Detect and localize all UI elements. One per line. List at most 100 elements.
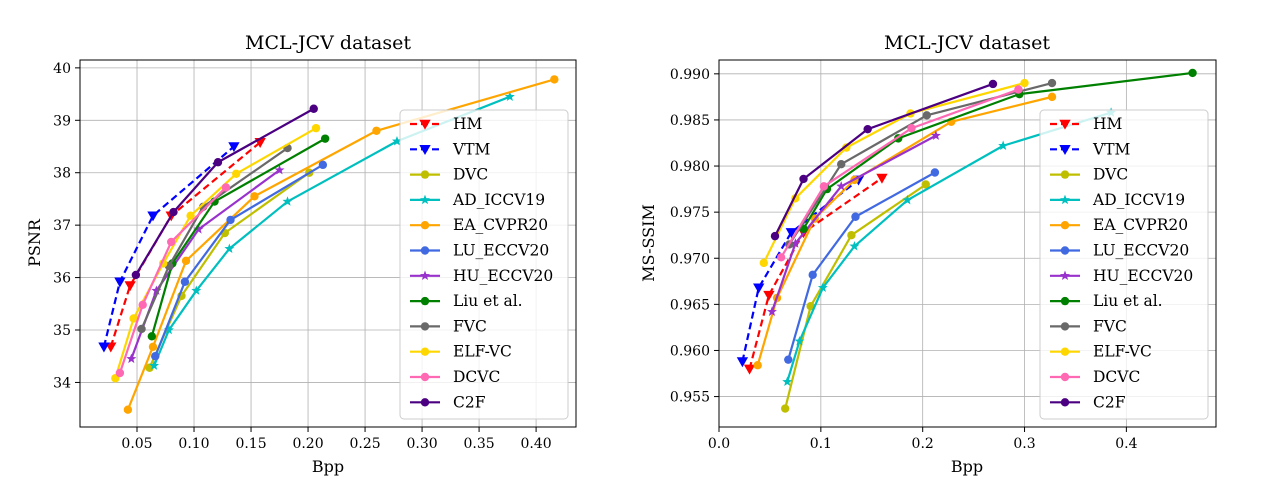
psnr-legend-label: VTM bbox=[452, 140, 491, 158]
msssim-legend-item-lu-eccv20: LU_ECCV20 bbox=[1050, 242, 1189, 260]
msssim-legend-marker bbox=[1060, 270, 1070, 281]
psnr-point-vtm bbox=[147, 211, 159, 222]
psnr-x-tick-label: 0.30 bbox=[406, 436, 437, 452]
psnr-point-ad-iccv19 bbox=[504, 91, 515, 101]
msssim-legend-item-c2f: C2F bbox=[1050, 393, 1126, 411]
msssim-point-hm bbox=[876, 173, 888, 184]
psnr-point-hu-eccv20 bbox=[126, 353, 137, 364]
psnr-legend-label: DCVC bbox=[453, 368, 500, 386]
psnr-x-tick-label: 0.25 bbox=[349, 436, 380, 452]
psnr-point-elf-vc bbox=[232, 169, 241, 178]
psnr-legend-marker bbox=[420, 372, 430, 382]
msssim-point-dvc bbox=[780, 404, 790, 413]
psnr-y-tick-label: 39 bbox=[53, 113, 71, 129]
psnr-point-fvc bbox=[137, 324, 146, 334]
msssim-point-ad-iccv19 bbox=[817, 282, 828, 293]
psnr-point-liu-et-al bbox=[147, 332, 157, 341]
msssim-x-tick-label: 0.1 bbox=[810, 436, 832, 452]
msssim-legend-label: DCVC bbox=[1093, 368, 1140, 386]
msssim-point-lu-eccv20 bbox=[851, 212, 860, 221]
msssim-x-tick-label: 0.0 bbox=[708, 436, 730, 452]
msssim-ticks: 0.0 0.1 0.2 0.3 0.4 0.955 0.960 0.965 0.970 0.975… bbox=[670, 67, 1138, 452]
psnr-point-dcvc bbox=[221, 183, 231, 192]
msssim-point-c2f bbox=[863, 124, 872, 134]
psnr-legend-label: DVC bbox=[453, 166, 488, 184]
msssim-point-lu-eccv20 bbox=[784, 355, 793, 364]
msssim-point-vtm bbox=[785, 228, 797, 239]
msssim-point-c2f bbox=[770, 231, 780, 241]
psnr-point-dcvc bbox=[115, 368, 125, 378]
psnr-point-ad-iccv19 bbox=[191, 285, 202, 295]
msssim-point-hm bbox=[763, 290, 775, 301]
psnr-legend: HM VTM DVC AD_ICCV19 EA_CVPR20 LU_ECCV20 HU_EC… bbox=[399, 109, 569, 420]
psnr-line-liu-et-al bbox=[150, 137, 326, 337]
psnr-series-dcvc bbox=[115, 183, 231, 378]
psnr-legend-label: HU_ECCV20 bbox=[453, 267, 553, 285]
psnr-legend-marker bbox=[420, 246, 430, 255]
psnr-legend-marker bbox=[420, 194, 430, 205]
msssim-point-c2f bbox=[799, 174, 808, 184]
psnr-point-hm bbox=[124, 281, 136, 292]
psnr-point-vtm bbox=[228, 142, 240, 153]
psnr-legend-item-ea-cvpr20: EA_CVPR20 bbox=[410, 216, 548, 234]
msssim-point-lu-eccv20 bbox=[808, 270, 817, 280]
msssim-point-dvc bbox=[847, 231, 856, 240]
psnr-legend-marker bbox=[420, 170, 430, 179]
psnr-point-ea-cvpr20 bbox=[123, 405, 133, 414]
psnr-point-ea-cvpr20 bbox=[148, 342, 158, 351]
msssim-point-liu-et-al bbox=[1188, 68, 1197, 78]
psnr-point-dcvc bbox=[167, 237, 176, 247]
psnr-point-lu-eccv20 bbox=[180, 277, 190, 286]
msssim-legend-label: DVC bbox=[1093, 166, 1128, 184]
msssim-line-dvc bbox=[784, 183, 927, 409]
msssim-point-dcvc bbox=[819, 182, 829, 191]
psnr-legend-label: AD_ICCV19 bbox=[452, 191, 545, 209]
msssim-line-lu-eccv20 bbox=[787, 171, 936, 360]
psnr-legend-label: LU_ECCV20 bbox=[453, 242, 549, 260]
msssim-panel: 0.0 0.1 0.2 0.3 0.4 0.955 0.960 0.965 0.970 0.975… bbox=[639, 32, 1217, 476]
psnr-line-lu-eccv20 bbox=[154, 163, 324, 357]
msssim-point-hu-eccv20 bbox=[836, 181, 847, 191]
msssim-legend-label: ELF-VC bbox=[1093, 343, 1152, 361]
psnr-legend-item-elf-vc: ELF-VC bbox=[410, 343, 512, 361]
msssim-legend-marker bbox=[1060, 221, 1070, 230]
msssim-legend-item-ea-cvpr20: EA_CVPR20 bbox=[1050, 216, 1188, 234]
psnr-plot-frame bbox=[79, 59, 577, 428]
psnr-point-dcvc bbox=[138, 300, 147, 310]
msssim-x-tick-label: 0.3 bbox=[1013, 436, 1035, 452]
msssim-series-c2f bbox=[770, 79, 998, 241]
psnr-x-axis-label: Bpp bbox=[312, 457, 344, 476]
msssim-point-hm bbox=[743, 364, 756, 375]
msssim-point-ad-iccv19 bbox=[849, 241, 860, 251]
msssim-point-lu-eccv20 bbox=[930, 168, 940, 177]
psnr-y-tick-label: 36 bbox=[53, 271, 71, 287]
msssim-y-axis-label: MS-SSIM bbox=[639, 204, 658, 282]
psnr-point-elf-vc bbox=[311, 123, 321, 133]
msssim-point-fvc bbox=[837, 159, 846, 169]
psnr-legend-label: Liu et al. bbox=[453, 292, 523, 310]
psnr-series-lu-eccv20 bbox=[151, 160, 328, 361]
psnr-x-tick-label: 0.35 bbox=[463, 436, 494, 452]
psnr-legend-item-dcvc: DCVC bbox=[410, 368, 500, 386]
psnr-legend-item-lu-eccv20: LU_ECCV20 bbox=[410, 242, 549, 260]
msssim-point-elf-vc bbox=[759, 258, 769, 268]
msssim-point-dcvc bbox=[776, 253, 786, 262]
msssim-legend-label: VTM bbox=[1092, 140, 1131, 158]
msssim-point-ad-iccv19 bbox=[902, 194, 913, 205]
psnr-legend-item-hu-eccv20: HU_ECCV20 bbox=[410, 267, 553, 285]
psnr-point-hu-eccv20 bbox=[274, 164, 285, 175]
psnr-legend-item-liu-et-al: Liu et al. bbox=[410, 292, 523, 310]
psnr-x-tick-label: 0.40 bbox=[521, 436, 552, 452]
psnr-point-ea-cvpr20 bbox=[250, 192, 259, 201]
msssim-line-dcvc bbox=[780, 88, 1019, 258]
msssim-series-fvc bbox=[785, 78, 1057, 249]
msssim-point-fvc bbox=[1047, 78, 1057, 88]
psnr-legend-marker bbox=[419, 119, 431, 130]
msssim-legend-item-ad-iccv19: AD_ICCV19 bbox=[1050, 191, 1185, 209]
psnr-point-ea-cvpr20 bbox=[372, 126, 381, 135]
psnr-point-ad-iccv19 bbox=[224, 243, 235, 253]
msssim-legend-item-hu-eccv20: HU_ECCV20 bbox=[1050, 267, 1193, 285]
msssim-point-dvc bbox=[921, 180, 930, 189]
psnr-legend-box bbox=[399, 109, 569, 420]
